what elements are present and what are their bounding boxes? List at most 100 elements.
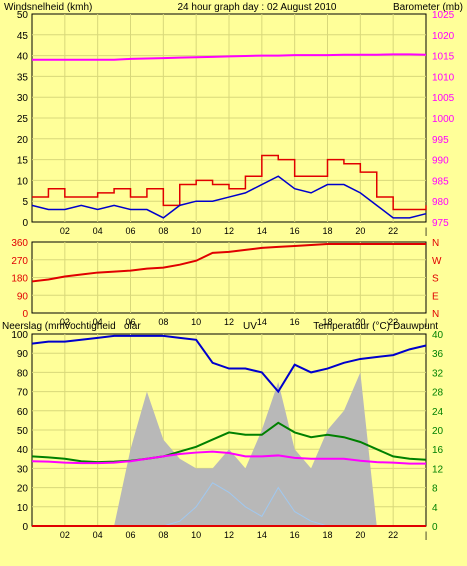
x-tick-label: 10: [191, 317, 201, 327]
y-tick-label: 180: [11, 274, 28, 285]
y2-tick-label: 1000: [432, 114, 455, 125]
y2-tick-label: 990: [432, 156, 449, 167]
y-tick-label: 0: [22, 522, 28, 533]
humidity-label: Vochtigheid: [64, 321, 116, 332]
y2-tick-label: 995: [432, 135, 449, 146]
y-tick-label: 0: [22, 309, 28, 320]
chart-title: 24 hour graph day : 02 August 2010: [177, 2, 336, 13]
x-tick-label: 16: [290, 317, 300, 327]
x-tick-label: 08: [158, 530, 168, 540]
y-tick-label: 20: [17, 135, 29, 146]
y-tick-label: 30: [17, 464, 29, 475]
x-tick-label: 02: [60, 530, 70, 540]
x-tick-label: 02: [60, 317, 70, 327]
x-tick-label: 22: [388, 317, 398, 327]
wind-gust-series: [32, 154, 427, 211]
x-tick-label: 18: [322, 317, 332, 327]
y-tick-label: 20: [17, 484, 29, 495]
x-tick-label: 18: [322, 226, 332, 236]
y2-tick-label: 4: [432, 503, 438, 514]
x-tick-label: 16: [290, 226, 300, 236]
y-tick-label: 10: [17, 176, 29, 187]
y-tick-label: 90: [17, 291, 29, 302]
x-tick-label: 20: [355, 226, 365, 236]
x-tick-label: 08: [158, 317, 168, 327]
rain-axis-title: Neerslag (mm: [2, 321, 65, 332]
y2-tick-label: 1025: [432, 10, 455, 21]
y-tick-label: 25: [17, 114, 29, 125]
x-tick-label: 04: [93, 317, 103, 327]
y2-tick-label: 24: [432, 407, 444, 418]
y-tick-label: 270: [11, 256, 28, 267]
y2-tick-label: 975: [432, 218, 449, 229]
barometer-axis-title: Barometer (mb): [393, 2, 463, 13]
y2-tick-label: 28: [432, 388, 444, 399]
x-tick-label: 12: [224, 317, 234, 327]
x-tick-label: 04: [93, 530, 103, 540]
x-tick-label: 14: [257, 317, 267, 327]
dewpoint-series: [31, 450, 426, 465]
y-tick-label: 30: [17, 93, 29, 104]
y2-tick-label: 40: [432, 330, 444, 341]
x-tick-label: 06: [125, 530, 135, 540]
y-tick-label: 360: [11, 238, 28, 249]
wind-direction-series: [31, 242, 426, 283]
y2-tick-label: 0: [432, 522, 438, 533]
x-tick-label: |: [425, 317, 427, 327]
x-tick-label: 10: [191, 226, 201, 236]
y-tick-label: 70: [17, 388, 29, 399]
x-tick-label: 06: [125, 226, 135, 236]
x-tick-label: 02: [60, 226, 70, 236]
y-tick-label: 10: [17, 503, 29, 514]
y-tick-label: 5: [22, 197, 28, 208]
y2-tick-label: 32: [432, 368, 444, 379]
solar-label: olar: [124, 321, 141, 332]
y2-tick-label: 8: [432, 484, 438, 495]
y2-tick-label: W: [432, 256, 442, 267]
y2-tick-label: 1020: [432, 31, 455, 42]
dewpoint-label: Dauwpunt: [393, 321, 438, 332]
x-tick-label: 06: [125, 317, 135, 327]
humidity-series: [31, 334, 427, 394]
y2-tick-label: N: [432, 238, 439, 249]
y-tick-label: 60: [17, 407, 29, 418]
solar-area: [32, 372, 426, 526]
y2-tick-label: 12: [432, 464, 444, 475]
y2-tick-label: S: [432, 274, 439, 285]
y2-tick-label: N: [432, 309, 439, 320]
temperature-axis-title: Temperatuur (°C): [313, 321, 390, 332]
wind-axis-title: Windsnelheid (kmh): [4, 2, 92, 13]
x-tick-label: 12: [224, 226, 234, 236]
y2-tick-label: 980: [432, 197, 449, 208]
x-tick-label: 16: [290, 530, 300, 540]
y2-tick-label: 1015: [432, 52, 455, 63]
x-tick-label: 04: [93, 226, 103, 236]
y-tick-label: 15: [17, 156, 29, 167]
x-tick-label: |: [425, 226, 427, 236]
y-tick-label: 45: [17, 31, 29, 42]
y2-tick-label: 985: [432, 176, 449, 187]
x-tick-label: |: [425, 530, 427, 540]
y-tick-label: 0: [22, 218, 28, 229]
y-tick-label: 50: [17, 426, 29, 437]
y-tick-label: 35: [17, 72, 29, 83]
y-tick-label: 40: [17, 445, 29, 456]
y-tick-label: 90: [17, 349, 29, 360]
x-tick-label: 20: [355, 530, 365, 540]
x-tick-label: 20: [355, 317, 365, 327]
y-tick-label: 40: [17, 52, 29, 63]
x-tick-label: 14: [257, 226, 267, 236]
x-tick-label: 18: [322, 530, 332, 540]
x-tick-label: 08: [158, 226, 168, 236]
y2-tick-label: 20: [432, 426, 444, 437]
y2-tick-label: 1010: [432, 72, 455, 83]
x-tick-label: 22: [388, 530, 398, 540]
y-tick-label: 80: [17, 368, 29, 379]
y2-tick-label: 16: [432, 445, 444, 456]
x-tick-label: 12: [224, 530, 234, 540]
x-tick-label: 14: [257, 530, 267, 540]
y2-tick-label: 1005: [432, 93, 455, 104]
y2-tick-label: E: [432, 291, 439, 302]
